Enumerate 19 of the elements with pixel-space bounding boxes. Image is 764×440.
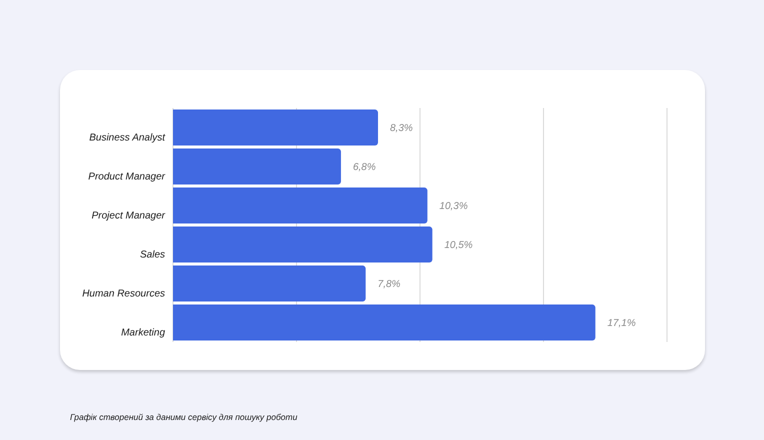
data-label: 17,1% — [607, 318, 636, 330]
bar — [173, 226, 432, 263]
y-tick-label: Marketing — [121, 328, 166, 338]
data-label: 7,8% — [378, 279, 401, 290]
bar — [173, 304, 596, 341]
y-tick-label: Sales — [140, 250, 165, 260]
data-label: 8,3% — [390, 123, 413, 134]
bar — [173, 148, 341, 185]
data-label: 6,8% — [352, 162, 376, 174]
text: Графік створений за даними сервісу для пошуку роботи — [70, 412, 298, 422]
bar — [173, 188, 428, 224]
bar — [173, 110, 378, 146]
y-tick-label: Project Manager — [92, 210, 166, 222]
data-label: 10,3% — [439, 201, 468, 212]
y-tick-label: Product Manager — [88, 172, 166, 182]
y-tick-label: Human Resources — [82, 288, 165, 300]
bar — [173, 266, 366, 302]
data-label: 10,5% — [444, 240, 473, 252]
y-tick-label: Business Analyst — [89, 132, 166, 144]
